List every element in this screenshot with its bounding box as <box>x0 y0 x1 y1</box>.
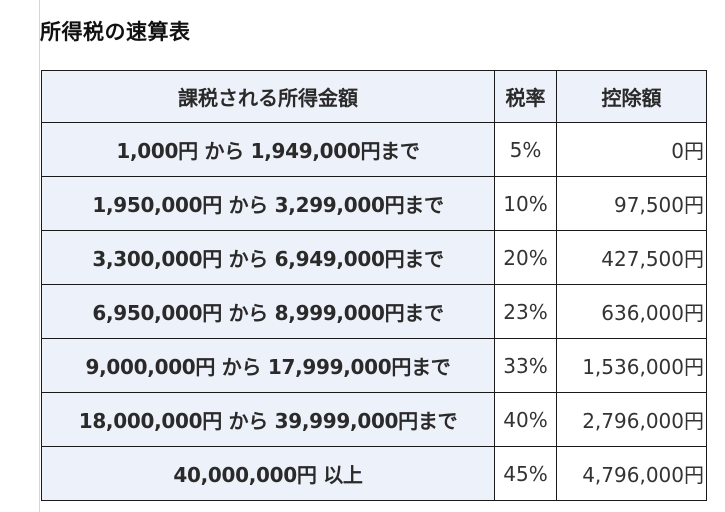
tax-rate-cell: 33% <box>494 338 557 393</box>
income-range-cell: 1,000円 から 1,949,000円まで <box>41 122 495 177</box>
income-range-cell: 6,950,000円 から 8,999,000円まで <box>41 284 495 339</box>
deduction-cell: 427,500円 <box>556 230 707 285</box>
income-range-cell: 18,000,000円 から 39,999,000円まで <box>41 392 495 447</box>
page-content: 所得税の速算表 課税される所得金額 税率 控除額 1,000円 から 1,949… <box>39 0 725 512</box>
table-header-row: 課税される所得金額 税率 控除額 <box>41 70 707 123</box>
deduction-cell: 636,000円 <box>556 284 707 339</box>
income-range-cell: 1,950,000円 から 3,299,000円まで <box>41 176 495 231</box>
tax-rate-cell: 45% <box>494 446 557 501</box>
deduction-cell: 0円 <box>556 122 707 177</box>
tax-rate-cell: 10% <box>494 176 557 231</box>
income-range-cell: 3,300,000円 から 6,949,000円まで <box>41 230 495 285</box>
tax-rate-cell: 40% <box>494 392 557 447</box>
table-row: 1,000円 から 1,949,000円まで 5% 0円 <box>41 122 707 177</box>
table-row: 3,300,000円 から 6,949,000円まで 20% 427,500円 <box>41 230 707 285</box>
header-tax-rate: 税率 <box>494 70 557 123</box>
deduction-cell: 1,536,000円 <box>556 338 707 393</box>
income-range-cell: 9,000,000円 から 17,999,000円まで <box>41 338 495 393</box>
header-deduction: 控除額 <box>556 70 707 123</box>
tax-rate-cell: 20% <box>494 230 557 285</box>
page-title: 所得税の速算表 <box>40 20 191 44</box>
table-row: 6,950,000円 から 8,999,000円まで 23% 636,000円 <box>41 284 707 339</box>
deduction-cell: 2,796,000円 <box>556 392 707 447</box>
table-row: 1,950,000円 から 3,299,000円まで 10% 97,500円 <box>41 176 707 231</box>
deduction-cell: 97,500円 <box>556 176 707 231</box>
tax-rate-table: 課税される所得金額 税率 控除額 1,000円 から 1,949,000円まで … <box>41 70 707 501</box>
tax-rate-cell: 23% <box>494 284 557 339</box>
income-range-cell: 40,000,000円 以上 <box>41 446 495 501</box>
tax-rate-cell: 5% <box>494 122 557 177</box>
header-taxable-income: 課税される所得金額 <box>41 70 495 123</box>
deduction-cell: 4,796,000円 <box>556 446 707 501</box>
table-row: 9,000,000円 から 17,999,000円まで 33% 1,536,00… <box>41 338 707 393</box>
table-row: 40,000,000円 以上 45% 4,796,000円 <box>41 446 707 501</box>
table-row: 18,000,000円 から 39,999,000円まで 40% 2,796,0… <box>41 392 707 447</box>
